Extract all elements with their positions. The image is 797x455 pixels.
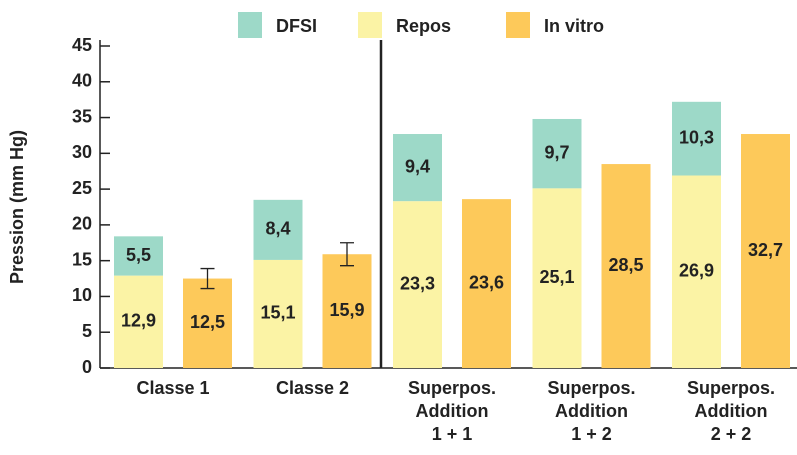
bar — [462, 199, 511, 368]
data-label: 9,7 — [544, 142, 569, 162]
y-tick-label: 0 — [82, 357, 92, 377]
y-tick-label: 20 — [72, 214, 92, 234]
data-label: 32,7 — [748, 240, 783, 260]
x-tick-label: Superpos. — [547, 378, 635, 398]
data-label: 25,1 — [539, 267, 574, 287]
error-bar — [200, 267, 215, 290]
data-label: 5,5 — [126, 245, 151, 265]
bar — [253, 199, 303, 260]
data-label: 12,9 — [121, 311, 156, 331]
data-label: 23,3 — [400, 273, 435, 293]
x-tick-label: Addition — [695, 401, 768, 421]
y-tick-label: 5 — [82, 321, 92, 341]
legend-swatch — [238, 12, 262, 38]
bar — [601, 164, 651, 368]
data-label: 8,4 — [265, 219, 290, 239]
legend-label: In vitro — [544, 16, 604, 36]
y-tick-label: 25 — [72, 178, 92, 198]
bar — [741, 134, 790, 368]
bar — [672, 101, 721, 176]
data-label: 28,5 — [608, 255, 643, 275]
bar — [183, 278, 232, 368]
data-label: 15,1 — [260, 303, 295, 323]
data-label: 12,5 — [190, 312, 225, 332]
data-label: 23,6 — [469, 272, 504, 292]
bar — [393, 201, 442, 368]
y-tick-label: 30 — [72, 142, 92, 162]
data-label: 10,3 — [679, 127, 714, 147]
bar — [114, 275, 163, 368]
legend-swatch — [506, 12, 530, 38]
x-tick-label: 1 + 1 — [432, 424, 473, 444]
bar — [532, 118, 582, 189]
legend-label: DFSI — [276, 16, 317, 36]
bar — [253, 259, 303, 368]
x-tick-label: 2 + 2 — [711, 424, 752, 444]
x-tick-label: Superpos. — [687, 378, 775, 398]
bar — [114, 236, 163, 276]
data-label: 9,4 — [405, 156, 430, 176]
x-tick-label: Classe 1 — [136, 378, 209, 398]
data-label: 26,9 — [679, 261, 714, 281]
x-tick-label: Addition — [416, 401, 489, 421]
bar — [532, 188, 582, 368]
x-tick-label: Superpos. — [408, 378, 496, 398]
y-tick-label: 15 — [72, 249, 92, 269]
bar — [322, 254, 372, 368]
x-tick-label: Addition — [555, 401, 628, 421]
legend-swatch — [358, 12, 382, 38]
bar — [672, 175, 721, 368]
x-tick-label: Classe 2 — [276, 378, 349, 398]
y-tick-label: 10 — [72, 285, 92, 305]
x-tick-label: 1 + 2 — [571, 424, 612, 444]
y-tick-label: 40 — [72, 71, 92, 91]
data-label: 15,9 — [329, 300, 364, 320]
y-axis-label: Pression (mm Hg) — [7, 130, 27, 284]
y-tick-label: 35 — [72, 106, 92, 126]
error-bar — [340, 242, 354, 267]
y-tick-label: 45 — [72, 35, 92, 55]
bar — [393, 134, 442, 202]
legend-label: Repos — [396, 16, 451, 36]
